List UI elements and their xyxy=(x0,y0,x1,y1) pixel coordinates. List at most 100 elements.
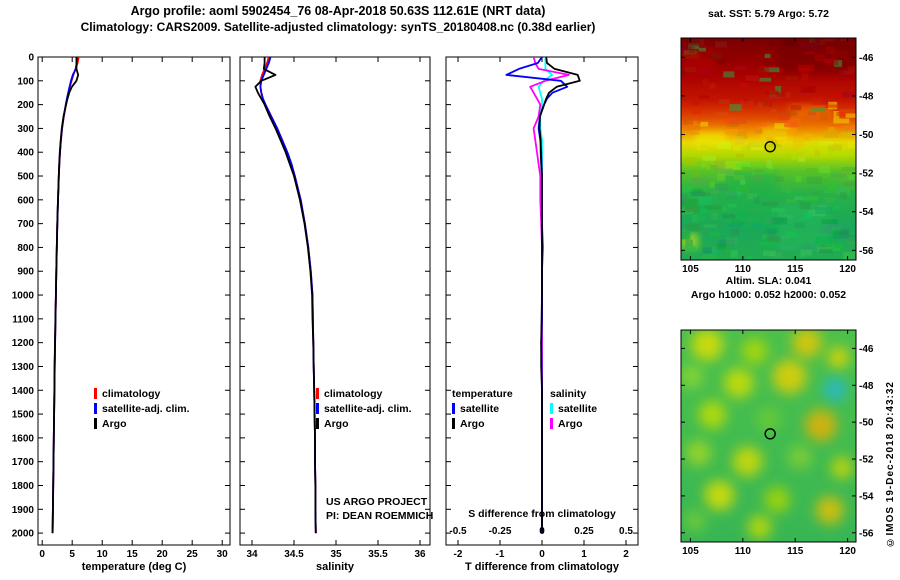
x-tick-label: -2 xyxy=(454,549,463,560)
difference-panel: -2 -1 0 1 2-0.5 -0.25 0 0.25 0.5 xyxy=(445,56,639,560)
longitude-tick-label: 120 xyxy=(839,546,856,557)
longitude-tick-label: 120 xyxy=(839,264,856,275)
s-difference-tick-label: -0.5 xyxy=(449,526,467,537)
legend-header-salinity: salinity xyxy=(550,386,597,401)
x-tick-label: 20 xyxy=(157,549,169,560)
longitude-tick-label: 110 xyxy=(735,546,752,557)
legend-label: climatology xyxy=(102,387,161,400)
temperature-panel: 0 5 10 15 20 25 300100200300400500600700800900… xyxy=(12,53,231,560)
difference-series-salinity-argo xyxy=(529,57,570,534)
depth-tick-label: 300 xyxy=(17,124,34,135)
sla-map-title-line2: Argo h1000: 0.052 h2000: 0.052 xyxy=(690,289,847,301)
legend-item-satellite-adj-clim: satellite-adj. clim. xyxy=(316,401,412,416)
salinity-panel: 34 34.5 35 35.5 36 xyxy=(239,56,431,560)
sst-field xyxy=(681,38,856,260)
longitude-tick-label: 110 xyxy=(735,264,752,275)
s-argo-line-swatch xyxy=(550,418,553,429)
x-tick-label: 34 xyxy=(246,549,258,560)
difference-legend-salinity-column: salinity satellite Argo xyxy=(550,386,597,431)
argo-line-swatch xyxy=(94,418,97,429)
latitude-tick-label: -50 xyxy=(859,418,874,429)
legend-item-t-satellite: satellite xyxy=(452,401,550,416)
x-tick-label: 0 xyxy=(539,549,545,560)
x-tick-label: 30 xyxy=(217,549,229,560)
x-tick-label: 34.5 xyxy=(284,549,304,560)
sla-field xyxy=(681,330,853,540)
x-tick-label: 35 xyxy=(330,549,342,560)
depth-tick-label: 200 xyxy=(17,100,34,111)
salinity-series-argo xyxy=(254,57,317,534)
legend-label: satellite xyxy=(460,402,500,415)
legend-item-argo: Argo xyxy=(94,416,190,431)
legend-item-climatology: climatology xyxy=(94,386,190,401)
latitude-tick-label: -46 xyxy=(859,344,874,355)
xlabel-t-difference: T difference from climatology xyxy=(464,561,620,573)
latitude-tick-label: -46 xyxy=(859,53,874,64)
depth-tick-label: 1900 xyxy=(12,505,35,516)
difference-series-salinity-satellite xyxy=(537,57,553,534)
salinity-axes-box xyxy=(239,56,431,546)
difference-legend-temperature-column: temperature satellite Argo xyxy=(452,386,550,431)
depth-tick-label: 1300 xyxy=(12,362,35,373)
latitude-tick-label: -54 xyxy=(859,207,874,218)
x-tick-label: 0 xyxy=(39,549,45,560)
sla-map-title-line1: Altim. SLA: 0.041 xyxy=(725,275,812,287)
imos-copyright: ©IMOS 19-Dec-2018 20:43:32 xyxy=(885,381,896,548)
depth-tick-label: 1500 xyxy=(12,410,35,421)
s-difference-tick-label: 0.5 xyxy=(619,526,633,537)
temperature-legend: climatology satellite-adj. clim. Argo xyxy=(94,386,190,431)
legend-label: Argo xyxy=(324,417,349,430)
figure-subtitle: Climatology: CARS2009. Satellite-adjuste… xyxy=(80,20,596,34)
climatology-line-swatch xyxy=(94,388,97,399)
latitude-tick-label: -52 xyxy=(859,455,874,466)
temperature-series-argo xyxy=(51,57,80,534)
x-tick-label: 15 xyxy=(127,549,139,560)
salinity-legend: climatology satellite-adj. clim. Argo xyxy=(316,386,412,431)
sst-map-title: sat. SST: 5.79 Argo: 5.72 xyxy=(708,8,829,20)
x-tick-label: 2 xyxy=(623,549,629,560)
depth-tick-label: 1200 xyxy=(12,338,35,349)
legend-label: satellite xyxy=(558,402,598,415)
depth-tick-label: 600 xyxy=(17,195,34,206)
depth-tick-label: 700 xyxy=(17,219,34,230)
latitude-tick-label: -56 xyxy=(859,528,874,539)
s-satellite-line-swatch xyxy=(550,403,553,414)
depth-tick-label: 0 xyxy=(28,53,34,64)
difference-legend: temperature satellite Argo salinity sate… xyxy=(452,386,597,431)
sla-map: 105 110 115 120 -46 -48 -50 -52 -54 -56 xyxy=(680,329,874,557)
legend-item-s-satellite: satellite xyxy=(550,401,597,416)
t-argo-line-swatch xyxy=(452,418,455,429)
longitude-tick-label: 115 xyxy=(787,546,804,557)
latitude-tick-label: -48 xyxy=(859,381,874,392)
depth-tick-label: 900 xyxy=(17,267,34,278)
salinity-series-climatology xyxy=(259,57,317,534)
depth-tick-label: 1700 xyxy=(12,457,35,468)
depth-tick-label: 1000 xyxy=(12,291,35,302)
climatology-line-swatch xyxy=(316,388,319,399)
sla-argo-position-marker xyxy=(764,428,776,440)
s-difference-tick-label: -0.25 xyxy=(489,526,512,537)
depth-tick-label: 1600 xyxy=(12,433,35,444)
depth-tick-label: 2000 xyxy=(12,529,35,540)
x-tick-label: -1 xyxy=(496,549,505,560)
depth-tick-label: 400 xyxy=(17,148,34,159)
xlabel-salinity: salinity xyxy=(316,561,354,573)
legend-item-satellite-adj-clim: satellite-adj. clim. xyxy=(94,401,190,416)
latitude-tick-label: -48 xyxy=(859,91,874,102)
legend-label: climatology xyxy=(324,387,383,400)
legend-label: satellite-adj. clim. xyxy=(102,402,190,415)
legend-header-label: temperature xyxy=(452,387,513,400)
depth-tick-label: 100 xyxy=(17,76,34,87)
legend-label: satellite-adj. clim. xyxy=(324,402,412,415)
longitude-tick-label: 105 xyxy=(682,546,699,557)
s-difference-tick-label: 0.25 xyxy=(574,526,594,537)
x-tick-label: 35.5 xyxy=(368,549,388,560)
longitude-tick-label: 115 xyxy=(787,264,804,275)
x-tick-label: 25 xyxy=(187,549,199,560)
depth-tick-label: 1800 xyxy=(12,481,35,492)
latitude-tick-label: -52 xyxy=(859,169,874,180)
project-note-line1: US ARGO PROJECT xyxy=(326,496,428,508)
depth-tick-label: 800 xyxy=(17,243,34,254)
depth-tick-label: 1100 xyxy=(12,314,34,325)
